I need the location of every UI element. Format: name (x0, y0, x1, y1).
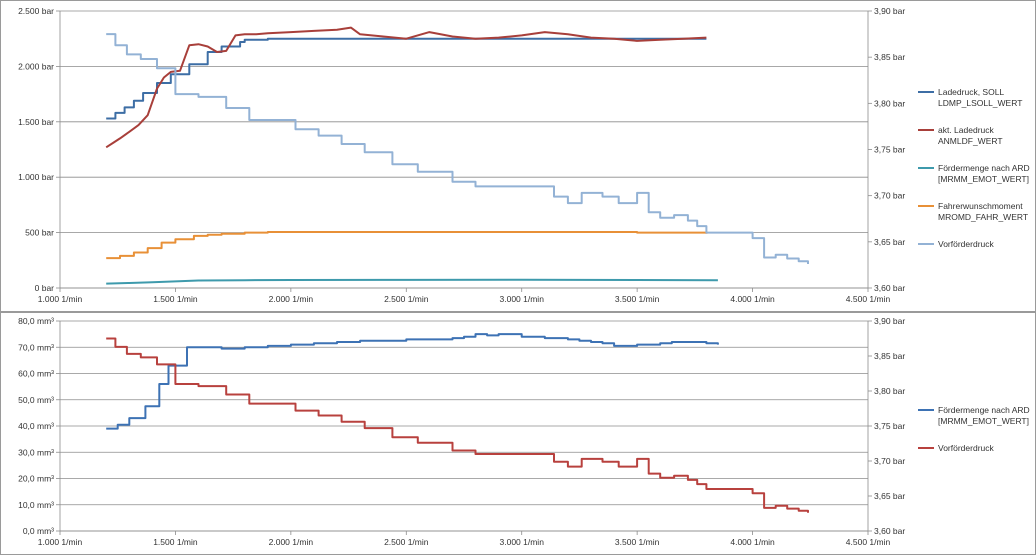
legend-label: akt. Ladedruck (938, 125, 995, 135)
y-left-tick-label: 10,0 mm³ (18, 500, 54, 510)
x-tick-label: 3.500 1/min (615, 537, 660, 547)
y-left-tick-label: 1.000 bar (18, 172, 54, 182)
y-left-tick-label: 2.500 bar (18, 6, 54, 16)
y-left-tick-label: 0,0 mm³ (23, 526, 54, 536)
legend-entry-2: Vorförderdruck (918, 443, 994, 453)
x-tick-label: 1.500 1/min (153, 537, 198, 547)
x-tick-label: 2.500 1/min (384, 537, 429, 547)
y-left-tick-label: 30,0 mm³ (18, 447, 54, 457)
y-right-tick-label: 3,60 bar (874, 526, 905, 536)
legend-label: LDMP_LSOLL_WERT (938, 98, 1022, 108)
y-right-tick-label: 3,65 bar (874, 491, 905, 501)
legend-label: [MRMM_EMOT_WERT] (938, 416, 1029, 426)
legend-label: Vorförderdruck (938, 443, 994, 453)
legend-entry-3: Fördermenge nach ARD[MRMM_EMOT_WERT] (918, 163, 1030, 184)
chart-panel-2: 0,0 mm³ 10,0 mm³ 20,0 mm³ 30,0 mm³ 40,0 mm³ 5… (0, 312, 1036, 555)
x-tick-label: 2.000 1/min (269, 537, 314, 547)
y-right-tick-label: 3,70 bar (874, 456, 905, 466)
series-line-4 (106, 231, 708, 260)
y-right-tick-label: 3,90 bar (874, 6, 905, 16)
y-left-tick-label: 500 bar (25, 228, 54, 238)
legend-label: Fördermenge nach ARD (938, 163, 1030, 173)
series-line-2 (105, 26, 707, 149)
x-tick-label: 4.000 1/min (730, 294, 775, 304)
x-tick-label: 2.000 1/min (269, 294, 314, 304)
y-left-tick-label: 50,0 mm³ (18, 395, 54, 405)
legend-label: MROMD_FAHR_WERT (938, 212, 1028, 222)
y-right-tick-label: 3,80 bar (874, 98, 905, 108)
x-tick-label: 3.000 1/min (500, 294, 545, 304)
series-line-3 (106, 278, 718, 285)
y-right-tick-label: 3,75 bar (874, 421, 905, 431)
y-right-tick-label: 3,60 bar (874, 283, 905, 293)
legend-label: ANMLDF_WERT (938, 136, 1003, 146)
legend-label: Fahrerwunschmoment (938, 201, 1023, 211)
legend-entry-5: Vorförderdruck (918, 239, 994, 249)
y-right-tick-label: 3,75 bar (874, 145, 905, 155)
x-tick-label: 4.500 1/min (846, 294, 891, 304)
y-right-tick-label: 3,85 bar (874, 52, 905, 62)
y-right-tick-label: 3,85 bar (874, 351, 905, 361)
series-line-1 (106, 333, 719, 430)
x-tick-label: 4.500 1/min (846, 537, 891, 547)
legend-label: Fördermenge nach ARD (938, 405, 1030, 415)
legend-entry-1: Fördermenge nach ARD[MRMM_EMOT_WERT] (918, 405, 1030, 426)
x-tick-label: 2.500 1/min (384, 294, 429, 304)
y-left-tick-label: 20,0 mm³ (18, 474, 54, 484)
y-right-tick-label: 3,70 bar (874, 191, 905, 201)
y-left-tick-label: 40,0 mm³ (18, 421, 54, 431)
y-left-tick-label: 1.500 bar (18, 117, 54, 127)
y-left-tick-label: 60,0 mm³ (18, 369, 54, 379)
x-tick-label: 4.000 1/min (730, 537, 775, 547)
x-tick-label: 3.000 1/min (500, 537, 545, 547)
chart-frame (0, 312, 1036, 555)
y-right-tick-label: 3,90 bar (874, 316, 905, 326)
chart-panel-1: 0 bar 500 bar 1.000 bar 1.500 bar 2.000 bar 2… (0, 0, 1036, 312)
x-tick-label: 1.500 1/min (153, 294, 198, 304)
y-left-tick-label: 80,0 mm³ (18, 316, 54, 326)
series-line-2 (106, 337, 809, 513)
y-left-tick-label: 70,0 mm³ (18, 342, 54, 352)
x-tick-label: 3.500 1/min (615, 294, 660, 304)
series-line-5 (106, 33, 809, 264)
chart-frame (0, 0, 1036, 312)
y-right-tick-label: 3,65 bar (874, 237, 905, 247)
legend-label: Ladedruck, SOLL (938, 87, 1004, 97)
legend-label: [MRMM_EMOT_WERT] (938, 174, 1029, 184)
x-tick-label: 1.000 1/min (38, 537, 83, 547)
x-tick-label: 1.000 1/min (38, 294, 83, 304)
y-right-tick-label: 3,80 bar (874, 386, 905, 396)
y-left-tick-label: 0 bar (35, 283, 55, 293)
y-left-tick-label: 2.000 bar (18, 61, 54, 71)
legend-label: Vorförderdruck (938, 239, 994, 249)
